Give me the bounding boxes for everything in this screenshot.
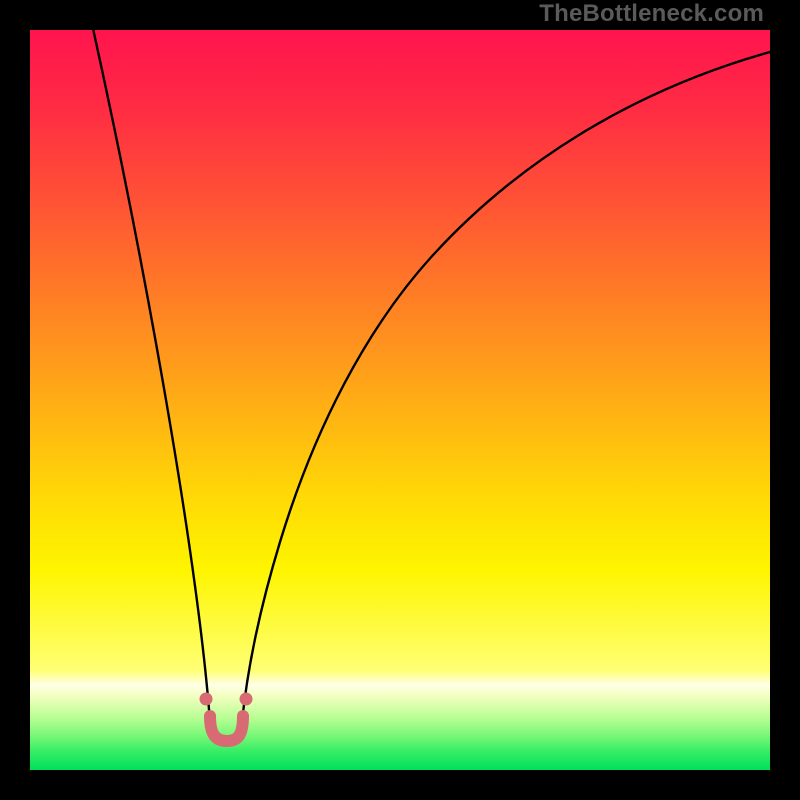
bottleneck-chart bbox=[30, 30, 770, 770]
watermark-text: TheBottleneck.com bbox=[539, 0, 764, 28]
chart-container bbox=[30, 30, 770, 770]
chart-background bbox=[30, 30, 770, 770]
marker-dot-left bbox=[200, 693, 213, 706]
marker-dot-right bbox=[240, 693, 253, 706]
